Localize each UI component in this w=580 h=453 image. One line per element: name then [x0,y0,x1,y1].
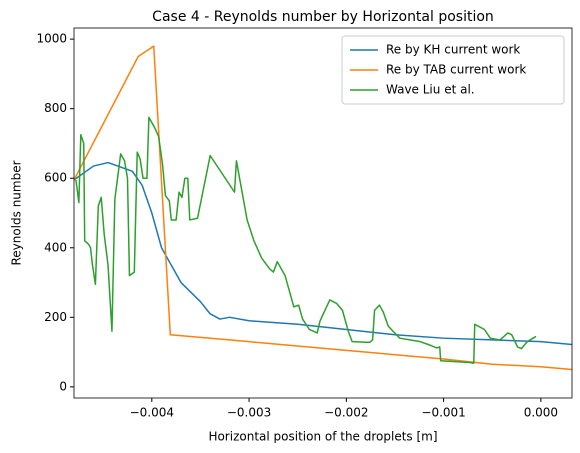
y-tick-label: 600 [44,171,67,185]
y-tick-label: 0 [59,379,67,393]
chart-title: Case 4 - Reynolds number by Horizontal p… [152,9,494,25]
axes-frame [73,27,573,399]
x-tick-label: −0.002 [324,406,368,420]
x-axis-label: Horizontal position of the droplets [m] [208,430,437,444]
y-tick-label: 200 [44,310,67,324]
legend-label: Re by TAB current work [386,63,526,77]
legend-label: Re by KH current work [386,43,520,57]
series-line [74,45,572,371]
x-tick-label: −0.004 [130,406,174,420]
x-tick-label: −0.003 [227,406,271,420]
y-tick-label: 800 [44,101,67,115]
legend-label: Wave Liu et al. [386,83,475,97]
y-axis-label: Reynolds number [10,160,24,265]
series-line [74,161,572,346]
legend-box [341,35,565,105]
x-tick-label: 0.000 [524,406,558,420]
x-tick-label: −0.001 [421,406,465,420]
series-line [75,116,537,364]
plot-area [74,45,572,371]
y-tick-label: 1000 [36,32,67,46]
y-tick-label: 400 [44,240,67,254]
